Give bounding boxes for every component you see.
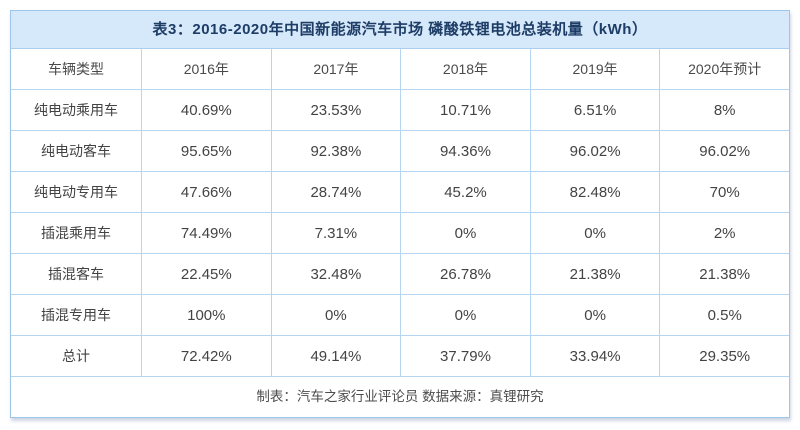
- table-cell: 96.02%: [529, 131, 660, 171]
- table-cell: 21.38%: [529, 254, 660, 294]
- table-cell: 45.2%: [400, 172, 530, 212]
- table-cell: 32.48%: [270, 254, 401, 294]
- column-header-2016: 2016年: [141, 49, 271, 89]
- table-cell: 2%: [659, 213, 789, 253]
- table-cell: 33.94%: [529, 336, 660, 376]
- table-cell: 22.45%: [141, 254, 271, 294]
- table-row: 插混客车 22.45% 32.48% 26.78% 21.38% 21.38%: [11, 254, 789, 295]
- row-label: 插混专用车: [41, 307, 111, 323]
- table-card: 表3：2016-2020年中国新能源汽车市场 磷酸铁锂电池总装机量（kWh） 车…: [10, 10, 790, 418]
- row-label: 总计: [62, 348, 90, 364]
- table-row: 总计 72.42% 49.14% 37.79% 33.94% 29.35%: [11, 336, 789, 377]
- table-row: 纯电动专用车 47.66% 28.74% 45.2% 82.48% 70%: [11, 172, 789, 213]
- column-header-2018: 2018年: [400, 49, 530, 89]
- column-header-2020-forecast: 2020年预计: [659, 49, 789, 89]
- table-cell: 26.78%: [400, 254, 530, 294]
- table-cell: 29.35%: [659, 336, 789, 376]
- table-row: 插混专用车 100% 0% 0% 0% 0.5%: [11, 295, 789, 336]
- table-cell: 8%: [659, 90, 789, 130]
- table-cell: 10.71%: [400, 90, 530, 130]
- row-label: 插混乘用车: [41, 225, 111, 241]
- table-cell: 94.36%: [400, 131, 530, 171]
- table-cell: 47.66%: [141, 172, 271, 212]
- table-cell: 7.31%: [270, 213, 401, 253]
- table-header-row: 车辆类型 2016年 2017年 2018年 2019年 2020年预计: [11, 49, 789, 90]
- table-title: 表3：2016-2020年中国新能源汽车市场 磷酸铁锂电池总装机量（kWh）: [11, 11, 789, 49]
- table-cell: 21.38%: [659, 254, 789, 294]
- table-cell: 96.02%: [659, 131, 789, 171]
- table-cell: 49.14%: [270, 336, 401, 376]
- table-cell: 40.69%: [141, 90, 271, 130]
- table-body: 纯电动乘用车 40.69% 23.53% 10.71% 6.51% 8% 纯电动…: [11, 90, 789, 377]
- table-cell: 70%: [659, 172, 789, 212]
- table-cell: 6.51%: [529, 90, 660, 130]
- table-footnote: 制表：汽车之家行业评论员 数据来源：真锂研究: [11, 377, 789, 417]
- table-cell: 0%: [400, 213, 530, 253]
- row-label: 纯电动乘用车: [34, 102, 118, 118]
- row-label: 纯电动专用车: [34, 184, 118, 200]
- column-header-2019: 2019年: [529, 49, 660, 89]
- table-cell: 74.49%: [141, 213, 271, 253]
- row-label: 插混客车: [48, 266, 104, 282]
- table-cell: 37.79%: [400, 336, 530, 376]
- table-cell: 0%: [529, 295, 660, 335]
- table-cell: 92.38%: [270, 131, 401, 171]
- table-cell: 0.5%: [659, 295, 789, 335]
- table-cell: 0%: [529, 213, 660, 253]
- row-label: 纯电动客车: [41, 143, 111, 159]
- table-cell: 0%: [400, 295, 530, 335]
- table-cell: 100%: [141, 295, 271, 335]
- table-row: 纯电动乘用车 40.69% 23.53% 10.71% 6.51% 8%: [11, 90, 789, 131]
- column-header-2017: 2017年: [270, 49, 401, 89]
- column-header-vehicle-type: 车辆类型: [48, 61, 104, 77]
- table-row: 纯电动客车 95.65% 92.38% 94.36% 96.02% 96.02%: [11, 131, 789, 172]
- table-cell: 23.53%: [270, 90, 401, 130]
- table-cell: 72.42%: [141, 336, 271, 376]
- table-cell: 28.74%: [270, 172, 401, 212]
- table-cell: 82.48%: [529, 172, 660, 212]
- table-cell: 95.65%: [141, 131, 271, 171]
- table-row: 插混乘用车 74.49% 7.31% 0% 0% 2%: [11, 213, 789, 254]
- table-cell: 0%: [270, 295, 401, 335]
